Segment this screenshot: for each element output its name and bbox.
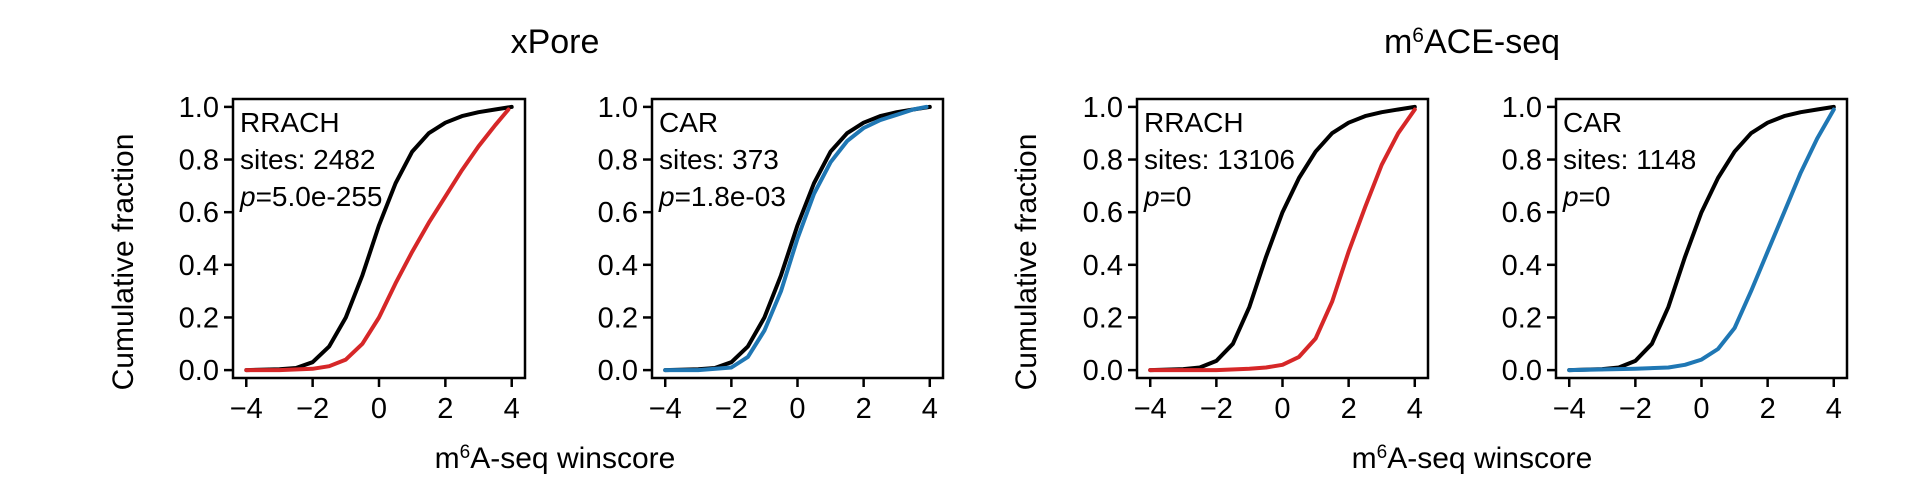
y-tick-label: 0.4 <box>1502 250 1542 282</box>
y-tick-label: 0.6 <box>1083 197 1123 229</box>
y-tick-label: 0.0 <box>179 355 219 387</box>
y-tick-label: 0.8 <box>1502 145 1542 177</box>
y-tick-label: 1.0 <box>1083 92 1123 124</box>
motif-label: RRACH <box>1144 107 1244 138</box>
panel-1: 0.0 0.2 0.4 0.6 0.8 1.0 −4 −2 0 2 4 RRACH sites: 248… <box>179 92 527 425</box>
x-tick-label: 4 <box>1826 393 1842 425</box>
x-tick-label: −4 <box>230 393 263 425</box>
y-tick-label: 0.2 <box>1502 302 1542 334</box>
motif-label: CAR <box>659 107 718 138</box>
sites-count: sites: 13106 <box>1144 144 1295 175</box>
y-tick-label: 0.4 <box>179 250 219 282</box>
y-tick-label: 0.6 <box>598 197 638 229</box>
x-tick-label: 2 <box>1760 393 1776 425</box>
axes-frame <box>1135 97 1430 380</box>
y-axis-label-right: Cumulative fraction <box>1010 134 1043 391</box>
x-tick-label: 2 <box>1341 393 1357 425</box>
series-line-car <box>663 104 929 373</box>
x-tick-label: 4 <box>1407 393 1423 425</box>
series-line-rrach <box>244 107 511 373</box>
axes-frame <box>1554 97 1849 380</box>
p-value: p=0 <box>1562 181 1611 212</box>
y-tick-label: 0.8 <box>179 145 219 177</box>
group-title-m6ace-seq: m6ACE-seq <box>1384 23 1560 61</box>
x-tick-label: 0 <box>371 393 387 425</box>
y-tick-label: 0.8 <box>1083 145 1123 177</box>
p-value: p=0 <box>1143 181 1192 212</box>
panel-4: 0.0 0.2 0.4 0.6 0.8 1.0 −4 −2 0 2 4 CAR sites: 1148 p… <box>1502 92 1849 425</box>
series-line-background <box>663 104 932 373</box>
x-tick-label: 4 <box>922 393 938 425</box>
x-tick-label: −2 <box>1200 393 1233 425</box>
x-tick-label: 4 <box>504 393 520 425</box>
y-tick-label: 0.2 <box>179 302 219 334</box>
x-tick-label: 0 <box>1274 393 1290 425</box>
y-tick-label: 1.0 <box>179 92 219 124</box>
y-tick-label: 0.2 <box>598 302 638 334</box>
panel-2: 0.0 0.2 0.4 0.6 0.8 1.0 −4 −2 0 2 4 CAR sites: 373 p=… <box>598 92 945 425</box>
y-tick-label: 0.0 <box>1502 355 1542 387</box>
x-tick-label: −4 <box>1134 393 1167 425</box>
sites-count: sites: 373 <box>659 144 779 175</box>
x-axis-label-left: m6A-seq winscore <box>435 442 676 476</box>
series-line-background <box>244 104 514 373</box>
x-tick-label: −2 <box>715 393 748 425</box>
x-tick-label: 2 <box>856 393 872 425</box>
y-tick-label: 0.4 <box>1083 250 1123 282</box>
x-tick-label: −2 <box>296 393 329 425</box>
x-tick-label: 0 <box>789 393 805 425</box>
x-tick-label: −4 <box>1553 393 1586 425</box>
y-tick-label: 0.0 <box>1083 355 1123 387</box>
y-tick-label: 0.6 <box>1502 197 1542 229</box>
y-tick-label: 0.4 <box>598 250 638 282</box>
sites-count: sites: 1148 <box>1563 144 1696 175</box>
p-value: p=5.0e-255 <box>239 181 382 212</box>
y-tick-label: 0.8 <box>598 145 638 177</box>
x-axis-label-right: m6A-seq winscore <box>1352 442 1593 476</box>
y-tick-label: 1.0 <box>1502 92 1542 124</box>
group-title-xpore: xPore <box>511 23 600 61</box>
motif-label: RRACH <box>240 107 340 138</box>
series-line-car <box>1567 107 1836 373</box>
sites-count: sites: 2482 <box>240 144 375 175</box>
motif-label: CAR <box>1563 107 1622 138</box>
x-tick-label: 0 <box>1693 393 1709 425</box>
x-tick-label: −4 <box>649 393 682 425</box>
series-line-background <box>1148 104 1417 373</box>
y-axis-label-left: Cumulative fraction <box>107 134 140 391</box>
series-line-background <box>1567 104 1836 373</box>
x-tick-label: −2 <box>1619 393 1652 425</box>
y-tick-label: 0.0 <box>598 355 638 387</box>
p-value: p=1.8e-03 <box>658 181 786 212</box>
series-line-rrach <box>1148 107 1417 373</box>
x-tick-label: 2 <box>437 393 453 425</box>
y-tick-label: 1.0 <box>598 92 638 124</box>
y-tick-label: 0.2 <box>1083 302 1123 334</box>
panel-3: 0.0 0.2 0.4 0.6 0.8 1.0 −4 −2 0 2 4 RRACH sites: 131… <box>1083 92 1430 425</box>
y-tick-label: 0.6 <box>179 197 219 229</box>
